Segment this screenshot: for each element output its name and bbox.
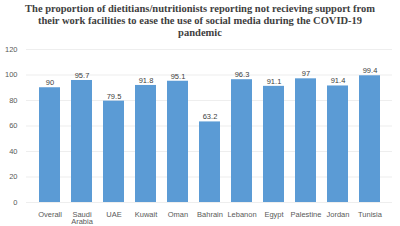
svg-text:Tunisia: Tunisia (358, 210, 383, 219)
svg-text:91.1: 91.1 (267, 77, 282, 86)
svg-text:Bahrain: Bahrain (197, 210, 223, 219)
svg-text:95.1: 95.1 (171, 72, 186, 81)
svg-text:Jordan: Jordan (327, 210, 350, 219)
svg-text:100: 100 (5, 70, 18, 79)
svg-text:UAE: UAE (106, 210, 121, 219)
svg-text:Egypt: Egypt (264, 210, 284, 219)
svg-text:60: 60 (9, 121, 17, 130)
svg-text:79.5: 79.5 (107, 92, 122, 101)
svg-text:96.3: 96.3 (235, 70, 250, 79)
svg-text:40: 40 (9, 147, 17, 156)
svg-text:Kuwait: Kuwait (135, 210, 158, 219)
svg-text:99.4: 99.4 (363, 66, 378, 75)
svg-text:90: 90 (46, 78, 54, 87)
svg-text:Palestine: Palestine (291, 210, 322, 219)
svg-text:20: 20 (9, 172, 17, 181)
svg-text:91.4: 91.4 (331, 76, 346, 85)
svg-text:95.7: 95.7 (75, 71, 90, 80)
svg-text:63.2: 63.2 (203, 112, 218, 121)
svg-text:97: 97 (302, 69, 310, 78)
svg-text:SaudiArabia: SaudiArabia (71, 210, 94, 224)
svg-text:91.8: 91.8 (139, 76, 154, 85)
svg-text:Lebanon: Lebanon (227, 210, 256, 219)
html-text:The proportion of dietitians/n: The proportion of dietitians/nutritionis… (25, 3, 375, 38)
svg-text:80: 80 (9, 96, 17, 105)
svg-text:120: 120 (5, 45, 18, 54)
svg-text:Overall: Overall (38, 210, 62, 219)
svg-text:Oman: Oman (168, 210, 188, 219)
svg-text:0: 0 (13, 198, 17, 207)
